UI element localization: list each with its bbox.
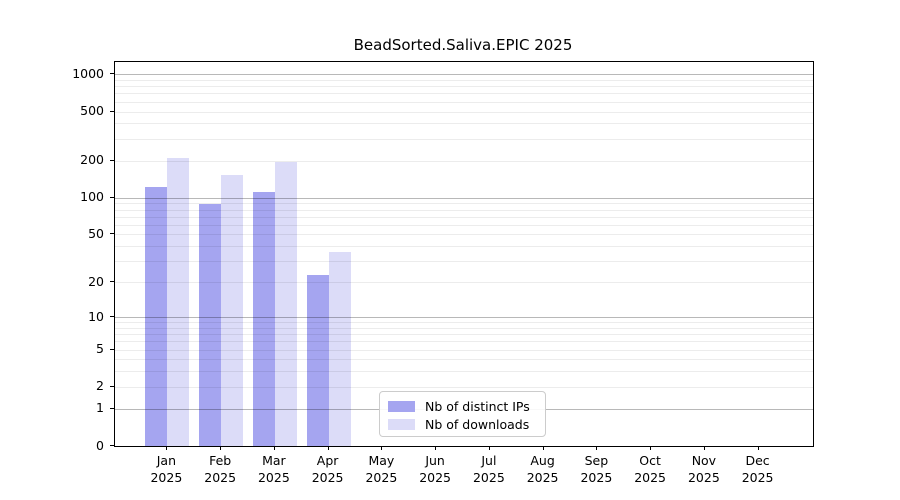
major-gridline — [115, 197, 813, 199]
bar-jan-distinct-ips — [145, 186, 168, 446]
bar-jan-downloads — [167, 157, 190, 446]
plot-area: Nb of distinct IPs Nb of downloads — [114, 61, 814, 447]
y-tick-mark — [110, 159, 114, 161]
minor-gridline — [115, 111, 813, 113]
y-tick-mark — [110, 385, 114, 387]
x-tick-mark — [435, 446, 437, 450]
y-tick-mark — [110, 316, 114, 317]
minor-gridline — [115, 101, 813, 103]
x-tick-label: Feb 2025 — [204, 453, 237, 485]
bar-mar-distinct-ips — [252, 191, 275, 446]
minor-gridline — [115, 123, 813, 125]
x-tick-mark — [650, 446, 652, 450]
y-tick-mark — [110, 233, 114, 235]
y-tick-label: 1 — [96, 400, 104, 416]
bar-apr-distinct-ips — [306, 274, 329, 446]
x-tick-mark — [542, 446, 544, 450]
y-tick-label: 20 — [88, 273, 104, 289]
y-tick-label: 2 — [96, 378, 104, 394]
x-tick-mark — [488, 446, 490, 450]
y-tick-mark — [110, 110, 114, 112]
y-tick-label: 5 — [96, 341, 104, 357]
x-tick-label: Oct 2025 — [634, 453, 666, 485]
y-tick-mark — [110, 445, 114, 446]
x-tick-mark — [381, 446, 383, 450]
minor-gridline — [115, 86, 813, 88]
legend-label: Nb of distinct IPs — [425, 399, 530, 414]
major-gridline — [115, 74, 813, 76]
y-tick-label: 0 — [96, 437, 104, 453]
x-tick-mark — [273, 446, 275, 450]
y-tick-mark — [110, 281, 114, 283]
x-tick-label: Jul 2025 — [472, 453, 505, 485]
legend-label: Nb of downloads — [425, 417, 530, 432]
legend-item-downloads: Nb of downloads — [380, 416, 545, 433]
distinct-ips-swatch — [388, 401, 415, 412]
legend: Nb of distinct IPs Nb of downloads — [379, 391, 546, 437]
minor-gridline — [115, 138, 813, 140]
bar-feb-downloads — [221, 174, 244, 446]
x-tick-label: Sep 2025 — [580, 453, 613, 485]
x-tick-label: Apr 2025 — [311, 453, 344, 485]
chart-title: BeadSorted.Saliva.EPIC 2025 — [353, 36, 573, 54]
y-tick-label: 1000 — [72, 65, 104, 81]
y-tick-label: 500 — [80, 103, 104, 118]
x-tick-label: Dec 2025 — [741, 453, 774, 485]
y-tick-mark — [110, 348, 114, 350]
y-tick-label: 50 — [88, 225, 104, 241]
y-tick-mark — [110, 73, 114, 75]
x-tick-label: Aug 2025 — [526, 453, 559, 485]
x-tick-mark — [757, 446, 759, 450]
x-tick-label: Jun 2025 — [419, 453, 451, 485]
minor-gridline — [115, 79, 813, 81]
y-tick-mark — [110, 196, 114, 198]
y-tick-mark — [110, 407, 114, 409]
x-tick-mark — [703, 446, 705, 450]
minor-gridline — [115, 93, 813, 95]
minor-gridline — [115, 160, 813, 162]
x-tick-mark — [166, 446, 168, 450]
x-tick-label: Nov 2025 — [687, 453, 720, 485]
downloads-swatch — [388, 419, 415, 430]
x-tick-mark — [596, 446, 598, 450]
x-tick-mark — [327, 446, 329, 450]
y-tick-label: 200 — [80, 152, 104, 168]
legend-item-distinct-ips: Nb of distinct IPs — [380, 398, 545, 415]
x-tick-mark — [220, 446, 222, 450]
x-tick-label: Jan 2025 — [150, 453, 183, 485]
bar-mar-downloads — [274, 161, 297, 446]
bar-apr-downloads — [328, 251, 351, 446]
y-tick-label: 100 — [80, 189, 104, 205]
y-tick-label: 10 — [88, 308, 104, 324]
x-tick-label: May 2025 — [365, 453, 398, 485]
x-tick-label: Mar 2025 — [257, 453, 290, 485]
bar-feb-distinct-ips — [199, 204, 222, 446]
